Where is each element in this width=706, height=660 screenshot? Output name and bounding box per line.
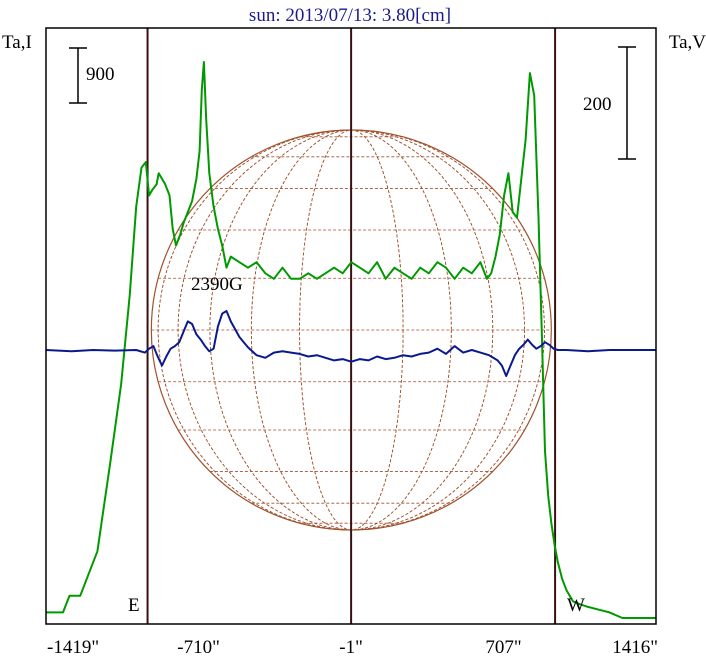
right-scale-bar <box>618 46 636 160</box>
left-axis-label: Ta,I <box>2 32 32 53</box>
chart-title: sun: 2013/07/13: 3.80[cm] <box>249 5 451 26</box>
field-annotation: 2390G <box>191 274 243 295</box>
series-line-v <box>45 310 656 377</box>
series-line-i <box>46 61 656 619</box>
right-axis-label: Ta,V <box>669 32 706 53</box>
x-tick-label: -1419" <box>47 637 99 658</box>
x-tick-label: 707" <box>485 637 521 658</box>
series-curves <box>45 61 656 619</box>
x-tick-label: -1" <box>339 637 363 658</box>
x-tick-label: -710" <box>177 637 220 658</box>
x-tick-label: 1416" <box>612 637 658 658</box>
east-label: E <box>128 595 140 616</box>
plot-frame <box>45 27 657 625</box>
reference-lines <box>146 28 557 624</box>
left-scale-value: 900 <box>86 64 115 85</box>
right-scale-value: 200 <box>583 94 612 115</box>
x-tick-labels: -1419" -710" -1" 707" 1416" <box>47 637 658 658</box>
west-label: W <box>567 595 585 616</box>
left-scale-bar <box>69 47 87 104</box>
